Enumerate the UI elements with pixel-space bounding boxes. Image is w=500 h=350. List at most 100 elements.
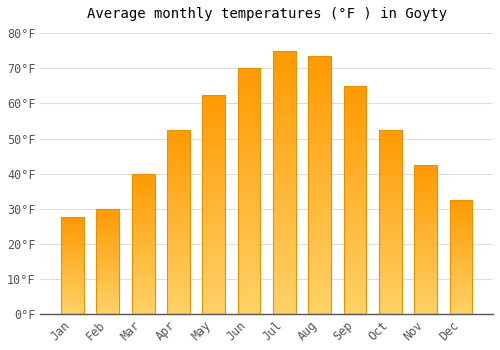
Bar <box>344 132 366 136</box>
Bar <box>202 196 225 200</box>
Bar <box>379 207 402 211</box>
Bar <box>96 287 119 289</box>
Bar <box>61 287 84 289</box>
Bar <box>450 259 472 261</box>
Bar <box>132 196 154 199</box>
Bar <box>132 303 154 306</box>
Bar <box>132 252 154 255</box>
Bar <box>167 141 190 145</box>
Bar <box>450 243 472 245</box>
Bar <box>273 309 296 314</box>
Bar <box>344 195 366 200</box>
Bar <box>379 137 402 141</box>
Bar <box>379 203 402 207</box>
Bar <box>344 168 366 173</box>
Bar <box>308 56 331 314</box>
Bar <box>414 257 437 260</box>
Bar <box>96 213 119 215</box>
Bar <box>132 294 154 297</box>
Bar <box>450 211 472 214</box>
Bar <box>96 289 119 291</box>
Bar <box>167 262 190 266</box>
Bar <box>202 213 225 217</box>
Bar <box>273 256 296 261</box>
Bar <box>273 198 296 203</box>
Bar <box>132 269 154 272</box>
Bar <box>414 251 437 254</box>
Bar <box>308 180 331 185</box>
Bar <box>167 273 190 277</box>
Bar <box>61 237 84 239</box>
Bar <box>96 217 119 219</box>
Bar <box>344 127 366 132</box>
Bar <box>379 152 402 155</box>
Bar <box>344 200 366 204</box>
Bar <box>167 155 190 159</box>
Bar <box>308 133 331 139</box>
Bar <box>238 103 260 108</box>
Bar <box>450 223 472 225</box>
Bar <box>238 191 260 196</box>
Bar <box>414 198 437 201</box>
Bar <box>273 77 296 82</box>
Bar <box>167 174 190 177</box>
Bar <box>202 174 225 178</box>
Bar <box>308 267 331 273</box>
Bar <box>202 152 225 156</box>
Bar <box>202 94 225 99</box>
Bar <box>308 103 331 108</box>
Bar <box>132 176 154 179</box>
Bar <box>450 245 472 248</box>
Bar <box>308 164 331 169</box>
Bar <box>273 219 296 224</box>
Bar <box>202 169 225 174</box>
Bar <box>344 109 366 113</box>
Bar <box>414 189 437 192</box>
Bar <box>167 200 190 203</box>
Bar <box>308 82 331 87</box>
Bar <box>344 305 366 309</box>
Bar <box>273 161 296 167</box>
Bar <box>450 287 472 289</box>
Bar <box>414 302 437 305</box>
Bar <box>450 227 472 230</box>
Bar <box>414 263 437 266</box>
Bar <box>450 284 472 287</box>
Bar <box>202 191 225 196</box>
Bar <box>202 160 225 165</box>
Bar <box>202 178 225 182</box>
Bar <box>450 200 472 202</box>
Bar <box>61 221 84 223</box>
Bar <box>167 277 190 281</box>
Bar <box>167 159 190 163</box>
Bar <box>61 296 84 299</box>
Bar <box>96 295 119 297</box>
Bar <box>450 250 472 252</box>
Bar <box>308 61 331 66</box>
Bar <box>414 212 437 216</box>
Bar <box>202 244 225 248</box>
Bar <box>202 147 225 152</box>
Bar <box>96 276 119 278</box>
Bar <box>202 130 225 134</box>
Bar <box>344 227 366 232</box>
Bar <box>308 231 331 237</box>
Bar <box>379 170 402 174</box>
Bar <box>344 223 366 227</box>
Bar <box>167 215 190 218</box>
Bar <box>273 203 296 209</box>
Bar <box>450 204 472 207</box>
Bar <box>238 93 260 98</box>
Bar <box>167 255 190 259</box>
Bar <box>273 88 296 93</box>
Bar <box>273 66 296 72</box>
Bar <box>414 284 437 287</box>
Bar <box>61 258 84 260</box>
Bar <box>344 241 366 245</box>
Bar <box>167 225 190 229</box>
Bar <box>61 304 84 306</box>
Bar <box>202 257 225 261</box>
Bar <box>414 242 437 245</box>
Bar <box>238 220 260 225</box>
Bar <box>344 250 366 254</box>
